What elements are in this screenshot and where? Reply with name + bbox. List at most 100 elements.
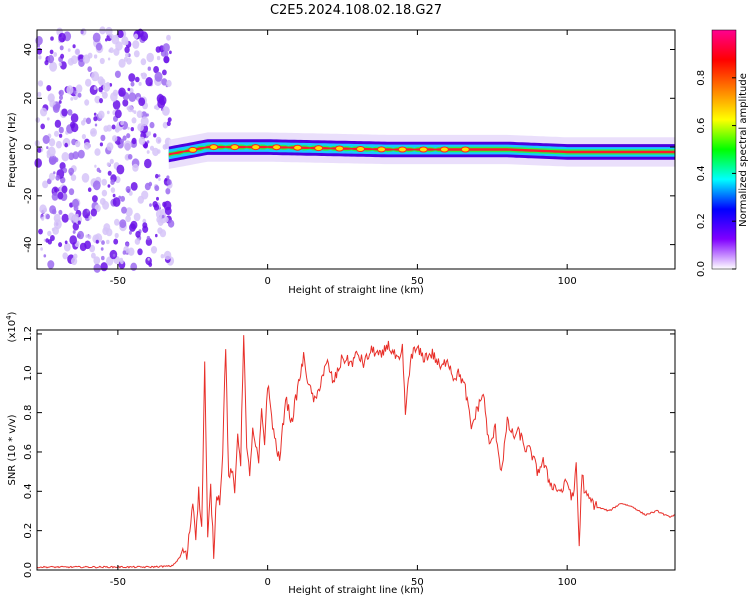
- noise-speckle: [58, 242, 63, 248]
- noise-speckle: [163, 250, 172, 260]
- noise-speckle: [145, 237, 153, 246]
- noise-speckle: [111, 124, 116, 130]
- snr-x-ticks: -50 0 50 100: [110, 330, 577, 588]
- noise-speckle: [156, 216, 162, 223]
- noise-speckle: [93, 112, 97, 116]
- noise-speckle: [112, 197, 121, 207]
- noise-speckle: [114, 109, 122, 119]
- noise-speckle: [138, 97, 146, 106]
- spectrogram-x-tick-label: 50: [411, 276, 424, 287]
- noise-speckle: [103, 125, 109, 132]
- noise-speckle: [81, 120, 86, 126]
- noise-speckle: [146, 131, 151, 137]
- noise-speckle: [66, 85, 74, 95]
- noise-speckle: [146, 52, 154, 63]
- noise-speckle: [63, 242, 71, 252]
- noise-speckle: [134, 238, 141, 245]
- noise-speckle: [47, 146, 56, 157]
- noise-speckle: [94, 148, 101, 156]
- noise-speckle: [142, 218, 147, 224]
- noise-speckle: [70, 121, 76, 129]
- noise-speckle: [54, 188, 57, 193]
- noise-speckle: [144, 158, 152, 169]
- noise-speckle: [92, 130, 96, 134]
- noise-speckle: [162, 43, 170, 53]
- noise-speckle: [145, 77, 153, 87]
- spectrogram-x-ticks: -50 0 50 100: [110, 30, 577, 287]
- noise-speckle: [46, 146, 49, 150]
- noise-speckle: [47, 230, 52, 237]
- noise-speckle: [112, 89, 119, 97]
- snr-y-tick-label: 0.2: [23, 523, 34, 539]
- noise-speckle: [164, 51, 169, 57]
- noise-speckle: [167, 117, 172, 123]
- noise-speckle: [51, 192, 59, 201]
- noise-speckle: [93, 116, 98, 122]
- spectrogram-x-tick-label: 0: [264, 276, 270, 287]
- noise-speckle: [143, 142, 148, 149]
- spectrogram-y-tick-label: -20: [23, 188, 34, 204]
- noise-speckle: [70, 97, 74, 101]
- noise-speckle: [114, 128, 118, 132]
- noise-speckle: [60, 53, 65, 59]
- noise-speckle: [50, 36, 54, 41]
- snr-y-label: SNR (10 * v/v): [7, 414, 18, 485]
- noise-speckle: [40, 123, 45, 130]
- noise-speckle: [162, 121, 169, 129]
- noise-speckle: [38, 55, 42, 60]
- noise-speckle: [49, 61, 58, 72]
- noise-speckle: [120, 120, 124, 126]
- spectrogram-x-label: Height of straight line (km): [288, 285, 424, 296]
- noise-region: [34, 26, 175, 273]
- noise-speckle: [163, 55, 170, 64]
- noise-speckle: [38, 228, 43, 235]
- noise-speckle: [43, 207, 47, 213]
- noise-speckle: [140, 72, 144, 77]
- noise-speckle: [50, 235, 55, 242]
- signal-peak: [293, 144, 303, 151]
- noise-speckle: [130, 127, 134, 132]
- noise-speckle: [35, 117, 41, 123]
- noise-speckle: [146, 235, 151, 241]
- noise-speckle: [149, 121, 155, 129]
- noise-speckle: [146, 140, 150, 144]
- spectrogram-y-label: Frequency (Hz): [7, 112, 18, 188]
- noise-speckle: [41, 216, 45, 221]
- noise-speckle: [73, 253, 78, 259]
- noise-speckle: [37, 91, 42, 97]
- snr-y-tick-label: 0.8: [23, 405, 34, 421]
- noise-speckle: [83, 142, 91, 150]
- noise-speckle: [110, 179, 115, 185]
- noise-speckle: [94, 164, 97, 168]
- noise-speckle: [81, 173, 90, 183]
- colorbar-ticks: 0.0 0.2 0.4 0.6 0.8: [696, 70, 736, 277]
- noise-speckle: [112, 100, 121, 110]
- signal-peak: [272, 144, 282, 151]
- noise-speckle: [101, 255, 105, 261]
- noise-speckle: [75, 140, 81, 148]
- noise-speckle: [106, 162, 111, 167]
- signal-peak: [314, 145, 324, 152]
- noise-speckle: [59, 45, 64, 51]
- noise-speckle: [138, 81, 142, 86]
- noise-speckle: [43, 254, 47, 258]
- noise-speckle: [101, 178, 107, 186]
- noise-speckle: [133, 50, 140, 58]
- noise-speckle: [90, 208, 98, 217]
- noise-speckle: [67, 109, 73, 116]
- snr-panel: -50 0 50 100 0.0 0.2 0.4 0.6 0.8 1.0 1.2 Height o…: [5, 311, 676, 596]
- noise-speckle: [122, 250, 127, 255]
- noise-speckle: [141, 190, 149, 200]
- noise-speckle: [51, 157, 55, 162]
- snr-x-label: Height of straight line (km): [288, 585, 424, 596]
- noise-speckle: [81, 134, 86, 140]
- noise-speckle: [48, 172, 56, 181]
- noise-speckle: [127, 87, 131, 92]
- snr-y-tick-label: 0.4: [23, 483, 34, 499]
- noise-speckle: [135, 230, 141, 238]
- snr-y-ticks: 0.0 0.2 0.4 0.6 0.8 1.0 1.2: [23, 326, 675, 578]
- noise-speckle: [155, 209, 163, 219]
- noise-speckle: [127, 105, 134, 113]
- noise-speckle: [84, 99, 90, 106]
- noise-speckle: [98, 110, 105, 119]
